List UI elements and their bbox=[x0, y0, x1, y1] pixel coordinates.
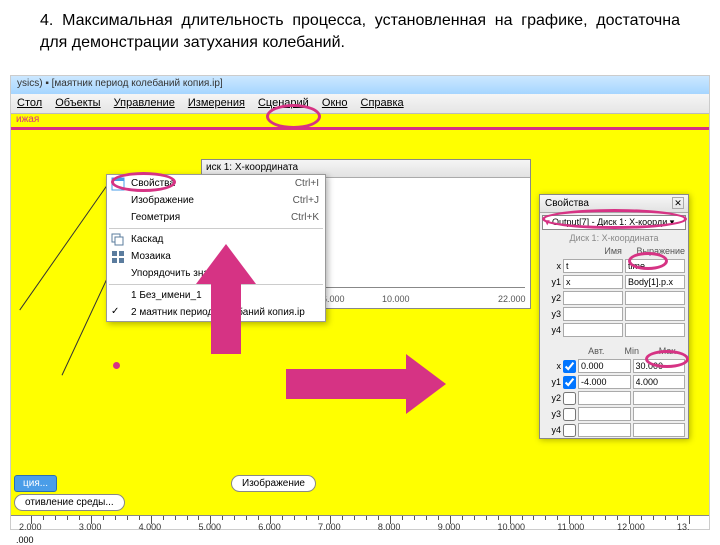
check-icon: ✓ bbox=[111, 306, 125, 320]
props-y3-auto[interactable] bbox=[563, 408, 576, 421]
props-output-combo[interactable]: ▾ Output[7] - Диск 1: X-коорди ▾ bbox=[542, 215, 686, 230]
menu-scenario[interactable]: Сценарий bbox=[258, 97, 309, 109]
props-row-x[interactable]: x bbox=[540, 258, 688, 274]
props-y1-name[interactable] bbox=[563, 275, 623, 289]
dd-label: Изображение bbox=[131, 195, 194, 206]
props-row-y1[interactable]: y1 bbox=[540, 274, 688, 290]
props-y2-max[interactable] bbox=[633, 391, 686, 405]
props-x-expr[interactable] bbox=[625, 259, 685, 273]
props-y3-min[interactable] bbox=[578, 407, 631, 421]
task-text: 4. Максимальная длительность процесса, у… bbox=[40, 10, 680, 55]
image-button[interactable]: Изображение bbox=[231, 475, 316, 492]
bottom-button-group: ция... bbox=[14, 475, 57, 492]
arrow-up-icon bbox=[196, 244, 256, 354]
ruler-label: 8.000 bbox=[378, 522, 401, 532]
app-screenshot: ysics) ▪ [маятник период колебаний копия… bbox=[10, 75, 710, 530]
ruler-label: 11.000 bbox=[557, 522, 584, 532]
props-range-header: Авт. Min Max bbox=[540, 344, 688, 358]
dd-properties[interactable]: Свойства Ctrl+I bbox=[107, 175, 325, 192]
dd-label: 1 Без_имени_1 bbox=[131, 290, 202, 301]
ruler-label: 12.000 bbox=[617, 522, 645, 532]
props-titlebar: Свойства ✕ bbox=[540, 195, 688, 213]
props-close-button[interactable]: ✕ bbox=[672, 197, 684, 209]
props-y2-min[interactable] bbox=[578, 391, 631, 405]
props-subtitle: Диск 1: X-координата bbox=[540, 232, 688, 244]
props-y4-min[interactable] bbox=[578, 423, 631, 437]
ruler-label: 10.000 bbox=[498, 522, 526, 532]
chart-xtick: 22.000 bbox=[498, 294, 526, 304]
props-range-y3[interactable]: y3 bbox=[540, 406, 688, 422]
ruler-label: 6.000 bbox=[258, 522, 281, 532]
dd-shortcut: Ctrl+K bbox=[291, 212, 319, 223]
props-y4-name[interactable] bbox=[563, 323, 623, 337]
ruler-bottom-tick: .000 bbox=[16, 535, 34, 545]
props-y3-max[interactable] bbox=[633, 407, 686, 421]
ruler-label: 2.000 bbox=[19, 522, 42, 532]
resistance-button[interactable]: отивление среды... bbox=[14, 494, 125, 511]
props-y4-expr[interactable] bbox=[625, 323, 685, 337]
props-y4-auto[interactable] bbox=[563, 424, 576, 437]
chart-xtick: 10.000 bbox=[382, 294, 410, 304]
ruler-label: 5.000 bbox=[198, 522, 221, 532]
props-range-y2[interactable]: y2 bbox=[540, 390, 688, 406]
dd-label: Мозаика bbox=[131, 251, 171, 262]
props-y4-max[interactable] bbox=[633, 423, 686, 437]
bottom-ruler: 2.000 3.000 4.000 5.000 6.000 7.000 8.000 9.000… bbox=[11, 515, 709, 529]
props-x-max[interactable] bbox=[633, 359, 686, 373]
props-y2-name[interactable] bbox=[563, 291, 623, 305]
properties-panel[interactable]: Свойства ✕ ▾ Output[7] - Диск 1: X-коорд… bbox=[539, 194, 689, 439]
ruler-label: 4.000 bbox=[139, 522, 162, 532]
pink-ruler-line bbox=[11, 127, 709, 130]
props-x-auto[interactable] bbox=[563, 360, 576, 373]
dd-shortcut: Ctrl+J bbox=[293, 195, 319, 206]
menubar[interactable]: Стол Объекты Управление Измерения Сценар… bbox=[11, 94, 709, 114]
props-row-y4[interactable]: y4 bbox=[540, 322, 688, 338]
dd-separator bbox=[109, 228, 323, 229]
ruler-label: 9.000 bbox=[438, 522, 461, 532]
menu-help[interactable]: Справка bbox=[361, 97, 404, 109]
pendulum-line-2 bbox=[19, 179, 112, 311]
sidebar-label: ижая bbox=[16, 114, 39, 125]
props-col-header: Имя Выражение bbox=[540, 244, 688, 258]
dd-geometry[interactable]: Геометрия Ctrl+K bbox=[107, 209, 325, 226]
menu-objects[interactable]: Объекты bbox=[55, 97, 100, 109]
dd-image[interactable]: Изображение Ctrl+J bbox=[107, 192, 325, 209]
props-row-y3[interactable]: y3 bbox=[540, 306, 688, 322]
props-row-y2[interactable]: y2 bbox=[540, 290, 688, 306]
dd-shortcut: Ctrl+I bbox=[295, 178, 319, 189]
menu-stol[interactable]: Стол bbox=[17, 97, 42, 109]
props-x-name[interactable] bbox=[563, 259, 623, 273]
props-y1-min[interactable] bbox=[578, 375, 631, 389]
arrow-right-icon bbox=[286, 354, 446, 414]
props-range-y4[interactable]: y4 bbox=[540, 422, 688, 438]
props-range-x[interactable]: x bbox=[540, 358, 688, 374]
menu-control[interactable]: Управление bbox=[114, 97, 175, 109]
menu-measure[interactable]: Измерения bbox=[188, 97, 245, 109]
cascade-icon bbox=[111, 233, 125, 247]
props-title-text: Свойства bbox=[545, 198, 589, 209]
dd-label: Свойства bbox=[131, 178, 175, 189]
dd-label: Геометрия bbox=[131, 212, 180, 223]
canvas-area[interactable]: ижая иск 1: X-координата -2.000 2.000 6.… bbox=[11, 114, 709, 529]
props-y2-expr[interactable] bbox=[625, 291, 685, 305]
blue-button[interactable]: ция... bbox=[14, 475, 57, 492]
ruler-label: 13. bbox=[677, 522, 690, 532]
ruler-label: 7.000 bbox=[318, 522, 341, 532]
props-y3-expr[interactable] bbox=[625, 307, 685, 321]
properties-icon bbox=[111, 177, 125, 191]
props-x-min[interactable] bbox=[578, 359, 631, 373]
props-range-y1[interactable]: y1 bbox=[540, 374, 688, 390]
props-y3-name[interactable] bbox=[563, 307, 623, 321]
props-y1-expr[interactable] bbox=[625, 275, 685, 289]
pendulum-bob-1 bbox=[113, 362, 120, 369]
window-titlebar: ysics) ▪ [маятник период колебаний копия… bbox=[11, 76, 709, 94]
props-y2-auto[interactable] bbox=[563, 392, 576, 405]
props-combo-text: Output[7] - Диск 1: X-коорди bbox=[552, 217, 667, 227]
props-y1-max[interactable] bbox=[633, 375, 686, 389]
tile-icon bbox=[111, 250, 125, 264]
menu-window[interactable]: Окно bbox=[322, 97, 348, 109]
dd-label: Каскад bbox=[131, 234, 163, 245]
ruler-label: 3.000 bbox=[79, 522, 102, 532]
props-y1-auto[interactable] bbox=[563, 376, 576, 389]
